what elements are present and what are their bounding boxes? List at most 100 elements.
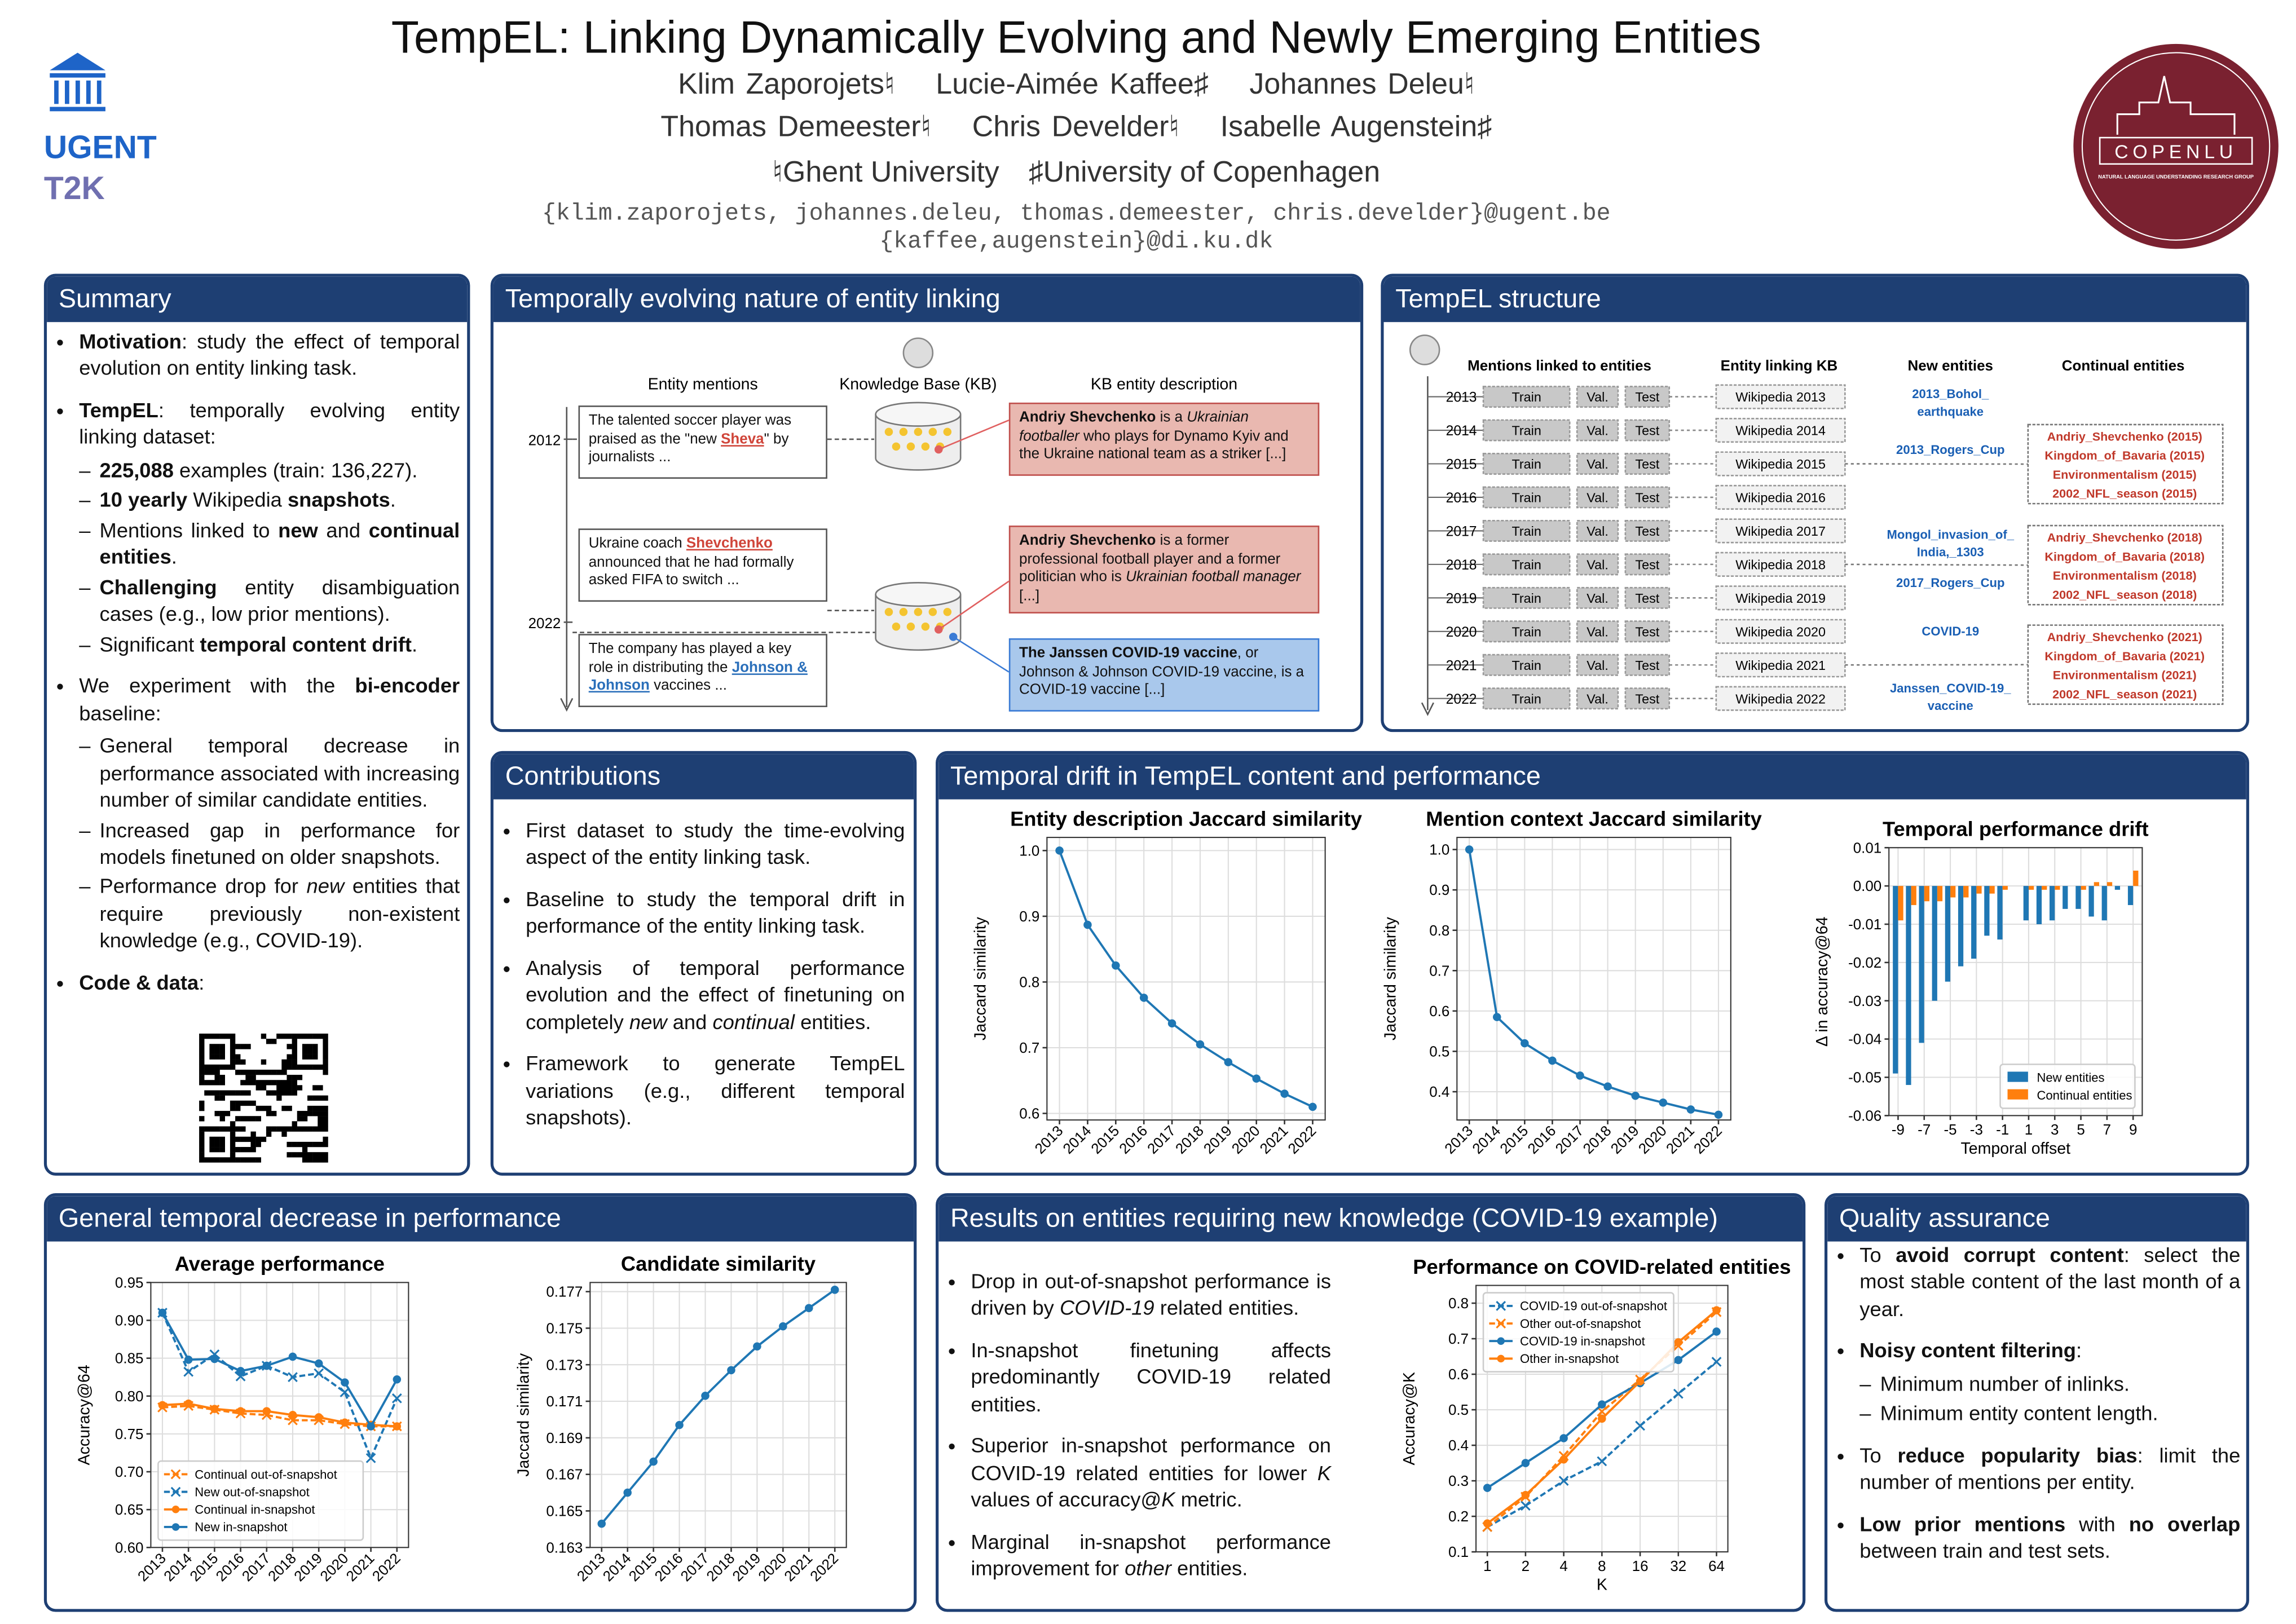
y-tick-label: 0.7 [1448, 1330, 1469, 1347]
qr-module [312, 1049, 318, 1054]
x-tick-label: 2014 [1469, 1122, 1504, 1157]
y-tick-label: 0.6 [1429, 1003, 1449, 1020]
kb-dot [899, 427, 908, 436]
chart-title: Temporal performance drift [1883, 817, 2149, 840]
bar [2042, 886, 2047, 890]
text-run: is a former professional football player… [1019, 533, 1281, 586]
qr-module [209, 1141, 215, 1148]
marker [1224, 1058, 1233, 1066]
marker [675, 1420, 684, 1429]
qr-module [307, 1141, 313, 1148]
qr-module [199, 1064, 205, 1070]
x-tick-label: 2017 [239, 1550, 274, 1585]
marker [1483, 1484, 1492, 1492]
qr-module [271, 1080, 277, 1085]
x-tick-label: 2015 [1496, 1122, 1531, 1157]
text-run: Code & data [79, 970, 199, 994]
qr-module [199, 1080, 205, 1085]
year-label: 2022 [1446, 692, 1477, 707]
x-tick-label: 3 [2051, 1121, 2059, 1138]
qr-module [323, 1105, 328, 1111]
y-tick-label: 0.70 [115, 1463, 144, 1480]
legend-box [1482, 1292, 1674, 1373]
text-run: Noisy content filtering [1859, 1339, 2077, 1362]
x-tick-label: 2015 [1087, 1122, 1122, 1157]
qr-module [323, 1033, 328, 1039]
bar [1893, 886, 1898, 1074]
qr-module [240, 1069, 246, 1075]
qr-module [199, 1044, 205, 1049]
text-run: [...] [1019, 588, 1040, 604]
qr-module [297, 1152, 303, 1158]
qr-module [261, 1080, 267, 1085]
qr-module [219, 1111, 225, 1116]
qr-module [297, 1141, 303, 1148]
new-entity: India,_1303 [1917, 545, 1984, 559]
qr-module [302, 1054, 308, 1060]
bar [2055, 886, 2060, 890]
y-tick-label: 0.5 [1448, 1401, 1469, 1418]
x-tick-label: 2 [1522, 1557, 1530, 1574]
qr-module [214, 1049, 220, 1054]
qr-module [281, 1090, 287, 1096]
qr-module [287, 1126, 292, 1132]
qr-module [214, 1111, 220, 1116]
text-run: TempEL [79, 398, 158, 422]
panel-title: Summary [47, 276, 468, 323]
marker [1712, 1327, 1721, 1336]
continual-entity: Environmentalism (2018) [2053, 569, 2197, 582]
qr-module [214, 1044, 220, 1049]
qr-module [261, 1085, 267, 1091]
continual-group [2027, 524, 2224, 606]
bar [1945, 886, 1951, 982]
author: Chris Develder♮ [972, 111, 1179, 144]
qr-module [250, 1069, 256, 1075]
split-label: Test [1635, 457, 1659, 471]
split-label: Train [1511, 390, 1541, 404]
qr-module [199, 1075, 205, 1080]
marker [1659, 1098, 1668, 1107]
marker [393, 1422, 402, 1431]
qr-module [276, 1085, 282, 1091]
qr-module [209, 1136, 215, 1142]
chart-title: Average performance [175, 1252, 385, 1276]
qr-module [276, 1090, 282, 1096]
x-tick-label: 2016 [1116, 1122, 1151, 1157]
qr-module [245, 1100, 251, 1106]
bar [1984, 886, 1990, 936]
description-box: The Janssen COVID-19 vaccine, or Johnson… [1008, 638, 1320, 712]
plot-area [590, 1282, 847, 1548]
qr-module [297, 1085, 303, 1091]
column-header: Entity linking KB [1721, 357, 1838, 374]
qr-module [199, 1147, 205, 1153]
sub-list: Minimum number of inlinks. Minimum entity… [1859, 1370, 2240, 1428]
qr-module [312, 1033, 318, 1039]
qr-module [250, 1157, 256, 1163]
qr-module [209, 1054, 215, 1060]
qr-module [245, 1090, 251, 1096]
qr-module [323, 1064, 328, 1070]
qr-module [292, 1080, 297, 1085]
legend-label: COVID-19 out-of-snapshot [1520, 1299, 1667, 1313]
marker [1139, 994, 1148, 1002]
text-run: To [1859, 1243, 1896, 1266]
qr-module [271, 1090, 277, 1096]
qr-module [245, 1136, 251, 1142]
text-run: Significant [99, 632, 200, 656]
qr-module [307, 1033, 313, 1039]
qr-module [204, 1064, 210, 1070]
qr-module [214, 1090, 220, 1096]
qr-module [230, 1100, 236, 1106]
qr-module [318, 1141, 323, 1148]
new-entity: 2013_Bohol_ [1912, 387, 1989, 401]
y-tick-label: -0.03 [1848, 992, 1881, 1009]
y-tick-label: 0.7 [1429, 962, 1449, 979]
split-box [1624, 687, 1671, 710]
qr-module [266, 1090, 272, 1096]
x-tick-label: 2021 [343, 1550, 378, 1585]
qr-module [245, 1116, 251, 1122]
x-tick-label: 2020 [1635, 1122, 1670, 1157]
bar [1958, 886, 1964, 967]
qr-module [281, 1033, 287, 1039]
mention-box: The company has played a key role in dis… [578, 634, 827, 708]
